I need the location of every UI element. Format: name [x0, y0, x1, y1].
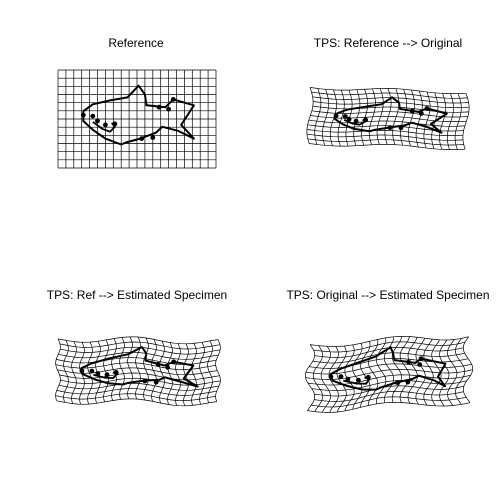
panel-reference: Reference: [57, 36, 217, 169]
landmark-point: [113, 370, 119, 375]
grid-line-horizontal: [58, 382, 220, 391]
landmark-point: [155, 361, 161, 367]
deformation-grid-ref-to-original: [306, 87, 470, 150]
grid-line-horizontal: [306, 133, 464, 141]
grid-line-horizontal: [311, 91, 468, 99]
grid-line-horizontal: [59, 341, 221, 350]
landmark-point: [90, 113, 96, 119]
grid-line-horizontal: [312, 352, 465, 364]
grid-line-horizontal: [309, 335, 469, 347]
grid-line-horizontal: [311, 396, 467, 408]
panel-title-reference: Reference: [108, 36, 164, 50]
landmark-point: [356, 377, 361, 383]
landmark-point: [353, 118, 359, 124]
landmark-point: [342, 114, 348, 119]
grid-line-horizontal: [55, 393, 216, 401]
landmark-point: [139, 136, 145, 142]
grid-line-horizontal: [56, 398, 217, 407]
grid-line-horizontal: [309, 143, 466, 150]
deformation-grid-original-to-estimated: [304, 335, 474, 413]
landmark-point: [338, 374, 344, 379]
landmark-point: [387, 125, 393, 131]
landmark-point: [405, 379, 411, 385]
panel-original-to-estimated: TPS: Original --> Estimated Specimen: [286, 288, 490, 413]
landmark-point: [363, 117, 369, 123]
grid-line-horizontal: [314, 390, 464, 402]
grid-line-horizontal: [309, 87, 467, 94]
landmark-point: [424, 106, 430, 111]
landmark-point: [409, 108, 415, 114]
landmark-point: [150, 135, 156, 141]
landmark-point: [398, 125, 404, 131]
grid-line-horizontal: [306, 129, 464, 136]
panel-ref-to-original: TPS: Reference --> Original: [306, 36, 470, 150]
grid-line-horizontal: [59, 372, 220, 381]
grid-line-horizontal: [57, 336, 219, 345]
landmark-point: [417, 362, 423, 367]
grid-line-horizontal: [307, 374, 471, 386]
landmark-point: [80, 112, 86, 118]
fish-body-outline: [329, 346, 447, 391]
landmark-point: [103, 122, 108, 128]
grid-line-horizontal: [313, 101, 470, 108]
landmark-point: [171, 359, 177, 365]
grid-line-horizontal: [307, 401, 471, 413]
landmark-point: [365, 374, 371, 380]
landmark-point: [406, 359, 411, 365]
deformation-grid-reference: [57, 69, 217, 169]
landmark-point: [112, 121, 118, 127]
landmark-point: [79, 368, 85, 374]
fish-outline-reference: [80, 84, 195, 146]
fish-body-outline: [334, 96, 448, 134]
fish-outline-original-to-estimated: [328, 346, 447, 391]
grid-line-horizontal: [308, 119, 465, 127]
grid-line-horizontal: [307, 138, 464, 146]
landmark-point: [328, 374, 334, 380]
panel-title-ref-to-original: TPS: Reference --> Original: [314, 36, 462, 50]
panel-title-ref-to-estimated: TPS: Ref --> Estimated Specimen: [47, 288, 227, 302]
landmark-point: [165, 364, 171, 370]
landmark-point: [346, 116, 352, 122]
landmark-point: [89, 368, 95, 374]
landmark-point: [418, 356, 424, 361]
landmark-point: [95, 371, 101, 376]
landmark-point: [333, 113, 339, 119]
fish-body-outline: [80, 346, 199, 388]
landmark-point: [394, 380, 400, 385]
landmark-point: [345, 376, 351, 382]
grid-line-horizontal: [313, 341, 466, 353]
grid-line-horizontal: [56, 388, 217, 396]
landmark-point: [104, 372, 110, 378]
landmark-point: [156, 104, 162, 110]
landmark-point: [142, 378, 148, 384]
landmark-point: [170, 97, 176, 102]
fish-body-outline: [82, 84, 195, 146]
landmark-point: [153, 379, 159, 385]
fish-outline-ref-to-estimated: [79, 346, 199, 388]
panel-ref-to-estimated: TPS: Ref --> Estimated Specimen: [47, 288, 227, 407]
fish-outline-ref-to-original: [333, 96, 448, 134]
grid-line-horizontal: [58, 351, 219, 360]
landmark-point: [95, 118, 100, 124]
panel-title-original-to-estimated: TPS: Original --> Estimated Specimen: [286, 288, 489, 302]
landmark-point: [166, 106, 172, 112]
landmark-point: [418, 111, 424, 116]
grid-line-horizontal: [314, 385, 464, 397]
